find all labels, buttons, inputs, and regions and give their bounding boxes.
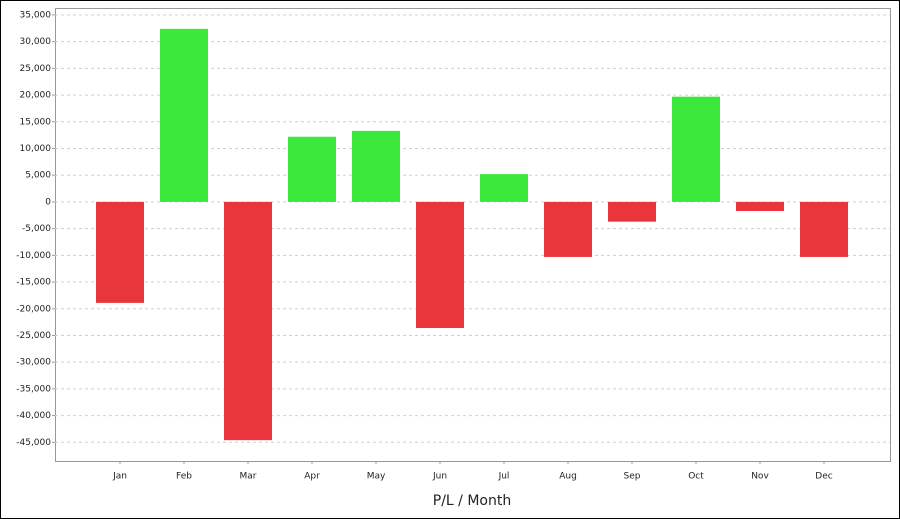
bar <box>96 201 144 303</box>
x-tick-label: Feb <box>176 472 192 482</box>
bar <box>224 201 272 441</box>
y-tick-label: 30,000 <box>20 37 52 47</box>
x-axis-title: P/L / Month <box>433 493 511 509</box>
y-tick-label: -15,000 <box>16 278 51 288</box>
x-tick-label: Mar <box>240 472 257 482</box>
bar <box>800 201 848 257</box>
y-tick-label: 5,000 <box>25 171 51 181</box>
x-tick-label: Oct <box>688 472 704 482</box>
x-tick-label: Apr <box>304 472 320 482</box>
bar <box>288 136 336 202</box>
bar <box>480 174 528 202</box>
x-tick-label: Aug <box>559 472 577 482</box>
bar <box>736 201 784 211</box>
x-tick-label: Jan <box>112 472 127 482</box>
y-tick-label: -30,000 <box>16 358 51 368</box>
y-tick-label: 10,000 <box>20 144 52 154</box>
y-tick-label: 15,000 <box>20 117 52 127</box>
bar <box>416 201 464 328</box>
y-tick-label: 0 <box>45 197 51 207</box>
x-tick-label: May <box>367 472 386 482</box>
bar <box>608 201 656 222</box>
x-tick-label: Sep <box>624 472 641 482</box>
bar <box>352 130 400 202</box>
y-tick-label: -40,000 <box>16 411 51 421</box>
y-tick-label: -10,000 <box>16 251 51 261</box>
bar <box>672 96 720 202</box>
x-tick-label: Dec <box>815 472 832 482</box>
y-tick-label: -5,000 <box>22 224 51 234</box>
y-tick-label: 35,000 <box>20 10 52 20</box>
y-tick-label: -35,000 <box>16 384 51 394</box>
y-tick-label: -25,000 <box>16 331 51 341</box>
x-tick-label: Jul <box>498 472 510 482</box>
x-tick-label: Jun <box>432 472 447 482</box>
y-tick-label: -45,000 <box>16 438 51 448</box>
y-tick-label: -20,000 <box>16 304 51 314</box>
bar <box>544 201 592 257</box>
y-tick-label: 25,000 <box>20 64 52 74</box>
y-tick-label: 20,000 <box>20 91 52 101</box>
bar <box>160 28 208 202</box>
x-tick-label: Nov <box>751 472 769 482</box>
